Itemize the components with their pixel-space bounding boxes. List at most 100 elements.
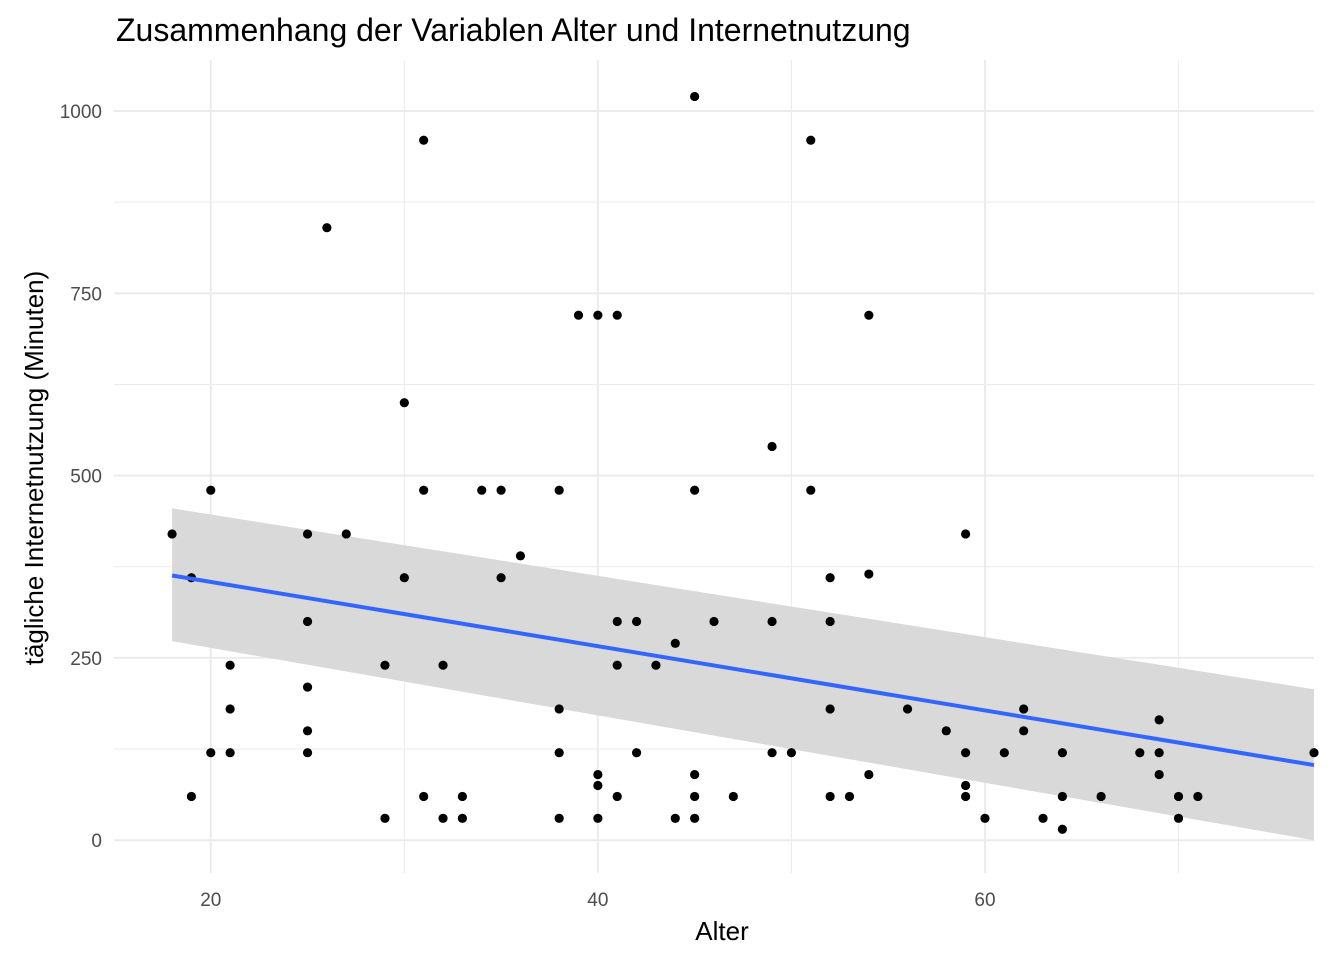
data-point: [767, 616, 777, 627]
data-point: [399, 573, 409, 583]
data-point: [419, 791, 429, 802]
data-point: [593, 813, 603, 823]
data-point: [825, 616, 835, 627]
data-point: [709, 616, 719, 627]
y-tick-label: 500: [70, 467, 102, 488]
data-point: [593, 310, 603, 320]
x-axis-title: Alter: [695, 916, 749, 946]
data-point: [1173, 791, 1184, 802]
data-point: [206, 748, 216, 758]
chart-title: Zusammenhang der Variablen Alter und Int…: [116, 12, 911, 48]
data-point: [902, 704, 913, 714]
data-point: [225, 660, 235, 670]
y-tick-label: 750: [70, 284, 102, 305]
data-point: [593, 769, 603, 780]
data-point: [631, 616, 642, 627]
data-point: [864, 569, 874, 579]
data-point: [1057, 748, 1067, 758]
data-point: [612, 791, 622, 802]
y-axis-title: tägliche Internetnutzung (Minuten): [19, 271, 49, 666]
data-point: [1019, 726, 1029, 736]
data-point: [1057, 824, 1067, 834]
data-point: [670, 813, 680, 823]
data-point: [612, 660, 622, 670]
data-point: [399, 398, 409, 408]
data-point: [419, 135, 429, 145]
data-point: [825, 573, 835, 583]
confidence-band: [172, 508, 1315, 841]
data-point: [225, 748, 235, 758]
x-tick-label: 40: [587, 890, 608, 911]
data-point: [496, 485, 506, 495]
data-point: [554, 485, 564, 495]
data-point: [806, 485, 816, 495]
data-point: [690, 791, 700, 802]
data-point: [961, 529, 971, 539]
regression-line: [171, 573, 1315, 768]
data-point: [477, 485, 487, 495]
data-point: [302, 748, 313, 758]
data-point: [1173, 813, 1184, 823]
data-point: [690, 813, 700, 823]
data-point: [573, 310, 584, 320]
data-point: [690, 769, 700, 780]
data-point: [728, 791, 738, 802]
data-point: [1154, 748, 1164, 758]
data-point: [612, 616, 622, 627]
data-point: [806, 135, 816, 145]
data-point: [554, 704, 564, 714]
data-point: [438, 813, 448, 823]
data-point: [167, 529, 177, 539]
data-point: [864, 769, 874, 780]
data-point: [631, 748, 642, 758]
data-point: [612, 310, 622, 320]
data-point: [554, 813, 564, 823]
data-point: [670, 638, 680, 648]
data-point: [961, 780, 971, 791]
data-point: [690, 91, 700, 102]
data-point: [515, 551, 526, 561]
data-point: [380, 813, 390, 823]
data-point: [1154, 769, 1164, 780]
data-point: [1154, 715, 1164, 725]
data-point: [554, 748, 564, 758]
data-points: [167, 91, 1319, 834]
data-point: [438, 660, 448, 670]
data-point: [341, 529, 351, 539]
data-point: [999, 748, 1009, 758]
x-tick-label: 60: [974, 890, 995, 911]
y-tick-label: 250: [70, 649, 102, 670]
data-point: [690, 485, 700, 495]
data-point: [302, 616, 313, 627]
data-point: [980, 813, 990, 823]
data-point: [1038, 813, 1048, 823]
data-point: [844, 791, 855, 802]
data-point: [941, 726, 951, 736]
y-tick-label: 1000: [60, 102, 102, 123]
data-point: [1096, 791, 1106, 802]
data-point: [225, 704, 235, 714]
x-axis-ticks: 20 40 60: [200, 890, 995, 911]
data-point: [186, 791, 197, 802]
data-point: [786, 748, 797, 758]
data-point: [302, 529, 313, 539]
data-point: [1057, 791, 1067, 802]
data-point: [496, 573, 506, 583]
data-point: [206, 485, 216, 495]
x-tick-label: 20: [200, 890, 221, 911]
data-point: [457, 791, 467, 802]
data-point: [302, 682, 313, 692]
data-point: [767, 441, 777, 452]
data-point: [864, 310, 874, 320]
data-point: [593, 780, 603, 791]
y-axis-ticks: 0 250 500 750 1000: [60, 102, 102, 852]
data-point: [302, 726, 313, 736]
data-point: [1135, 748, 1145, 758]
data-point: [825, 704, 835, 714]
data-point: [419, 485, 429, 495]
data-point: [961, 748, 971, 758]
data-point: [322, 223, 332, 233]
data-point: [767, 748, 777, 758]
data-point: [1309, 748, 1319, 758]
